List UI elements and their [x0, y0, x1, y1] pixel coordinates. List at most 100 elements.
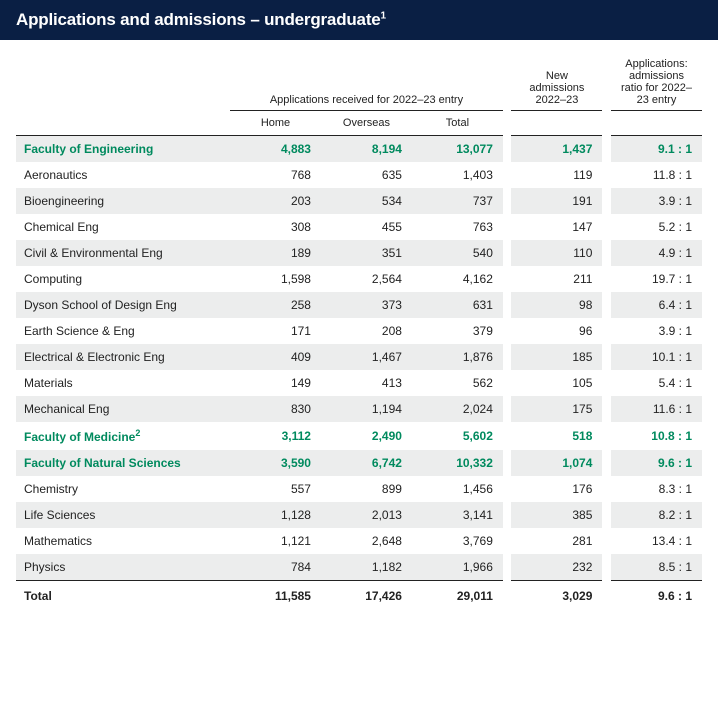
- row-footnote: 2: [135, 428, 140, 438]
- table-container: Applications received for 2022–23 entry …: [0, 40, 718, 631]
- table-row: Aeronautics7686351,40311911.8 : 1: [16, 162, 702, 188]
- table-row: Electrical & Electronic Eng4091,4671,876…: [16, 344, 702, 370]
- col-ratio-sub: [611, 111, 702, 136]
- total-row: Total11,58517,42629,0113,0299.6 : 1: [16, 581, 702, 612]
- cell-ratio: 4.9 : 1: [611, 240, 702, 266]
- row-label: Mathematics: [16, 528, 230, 554]
- table-row: Bioengineering2035347371913.9 : 1: [16, 188, 702, 214]
- cell-overseas: 413: [321, 370, 412, 396]
- col-overseas: Overseas: [321, 111, 412, 136]
- cell-admissions: 119: [511, 162, 602, 188]
- cell-ratio: 9.6 : 1: [611, 450, 702, 476]
- row-label: Aeronautics: [16, 162, 230, 188]
- cell-admissions: 110: [511, 240, 602, 266]
- table-row: Mathematics1,1212,6483,76928113.4 : 1: [16, 528, 702, 554]
- table-row: Dyson School of Design Eng258373631986.4…: [16, 292, 702, 318]
- cell-home: 4,883: [230, 136, 321, 163]
- cell-total: 1,876: [412, 344, 503, 370]
- cell-overseas: 17,426: [321, 581, 412, 612]
- cell-ratio: 13.4 : 1: [611, 528, 702, 554]
- cell-overseas: 2,013: [321, 502, 412, 528]
- cell-total: 3,141: [412, 502, 503, 528]
- table-row: Civil & Environmental Eng1893515401104.9…: [16, 240, 702, 266]
- row-label: Materials: [16, 370, 230, 396]
- cell-home: 1,598: [230, 266, 321, 292]
- row-label: Faculty of Medicine2: [16, 422, 230, 450]
- cell-ratio: 9.6 : 1: [611, 581, 702, 612]
- cell-admissions: 211: [511, 266, 602, 292]
- cell-ratio: 9.1 : 1: [611, 136, 702, 163]
- cell-ratio: 5.2 : 1: [611, 214, 702, 240]
- row-label: Earth Science & Eng: [16, 318, 230, 344]
- cell-home: 308: [230, 214, 321, 240]
- page: Applications and admissions – undergradu…: [0, 0, 718, 631]
- table-body: Faculty of Engineering4,8838,19413,077 1,…: [16, 136, 702, 612]
- row-label: Chemistry: [16, 476, 230, 502]
- cell-home: 557: [230, 476, 321, 502]
- cell-home: 258: [230, 292, 321, 318]
- col-group-applications: Applications received for 2022–23 entry: [230, 54, 503, 111]
- cell-admissions: 176: [511, 476, 602, 502]
- row-label: Faculty of Engineering: [16, 136, 230, 163]
- cell-overseas: 373: [321, 292, 412, 318]
- cell-admissions: 147: [511, 214, 602, 240]
- cell-total: 3,769: [412, 528, 503, 554]
- cell-ratio: 3.9 : 1: [611, 318, 702, 344]
- cell-total: 379: [412, 318, 503, 344]
- col-group-admissions: New admissions 2022–23: [511, 54, 602, 111]
- cell-total: 562: [412, 370, 503, 396]
- cell-home: 203: [230, 188, 321, 214]
- faculty-row: Faculty of Medicine23,1122,4905,60251810…: [16, 422, 702, 450]
- cell-admissions: 98: [511, 292, 602, 318]
- cell-admissions: 175: [511, 396, 602, 422]
- cell-overseas: 635: [321, 162, 412, 188]
- cell-overseas: 899: [321, 476, 412, 502]
- row-label: Computing: [16, 266, 230, 292]
- cell-overseas: 1,467: [321, 344, 412, 370]
- row-label: Faculty of Natural Sciences: [16, 450, 230, 476]
- cell-overseas: 2,648: [321, 528, 412, 554]
- row-label: Civil & Environmental Eng: [16, 240, 230, 266]
- cell-admissions: 385: [511, 502, 602, 528]
- cell-ratio: 6.4 : 1: [611, 292, 702, 318]
- table-row: Physics7841,1821,9662328.5 : 1: [16, 554, 702, 581]
- cell-admissions: 96: [511, 318, 602, 344]
- cell-ratio: 11.8 : 1: [611, 162, 702, 188]
- cell-overseas: 6,742: [321, 450, 412, 476]
- cell-admissions: 1,074: [511, 450, 602, 476]
- cell-total: 5,602: [412, 422, 503, 450]
- cell-total: 631: [412, 292, 503, 318]
- cell-admissions: 185: [511, 344, 602, 370]
- cell-total: 540: [412, 240, 503, 266]
- cell-total: 13,077: [412, 136, 503, 163]
- cell-ratio: 10.1 : 1: [611, 344, 702, 370]
- cell-home: 1,128: [230, 502, 321, 528]
- cell-total: 1,966: [412, 554, 503, 581]
- cell-home: 189: [230, 240, 321, 266]
- admissions-table: Applications received for 2022–23 entry …: [16, 54, 702, 611]
- row-label: Mechanical Eng: [16, 396, 230, 422]
- title-text: Applications and admissions – undergradu…: [16, 10, 381, 29]
- cell-admissions: 105: [511, 370, 602, 396]
- table-row: Chemical Eng3084557631475.2 : 1: [16, 214, 702, 240]
- cell-total: 10,332: [412, 450, 503, 476]
- col-total: Total: [412, 111, 503, 136]
- cell-overseas: 8,194: [321, 136, 412, 163]
- cell-ratio: 5.4 : 1: [611, 370, 702, 396]
- cell-overseas: 455: [321, 214, 412, 240]
- cell-admissions: 3,029: [511, 581, 602, 612]
- table-row: Computing1,5982,5644,16221119.7 : 1: [16, 266, 702, 292]
- cell-ratio: 10.8 : 1: [611, 422, 702, 450]
- cell-admissions: 281: [511, 528, 602, 554]
- cell-ratio: 8.2 : 1: [611, 502, 702, 528]
- cell-home: 409: [230, 344, 321, 370]
- table-row: Materials1494135621055.4 : 1: [16, 370, 702, 396]
- table-row: Chemistry5578991,4561768.3 : 1: [16, 476, 702, 502]
- cell-ratio: 8.3 : 1: [611, 476, 702, 502]
- cell-admissions: 232: [511, 554, 602, 581]
- cell-total: 737: [412, 188, 503, 214]
- cell-total: 763: [412, 214, 503, 240]
- cell-home: 768: [230, 162, 321, 188]
- cell-home: 171: [230, 318, 321, 344]
- faculty-row: Faculty of Natural Sciences3,5906,74210,…: [16, 450, 702, 476]
